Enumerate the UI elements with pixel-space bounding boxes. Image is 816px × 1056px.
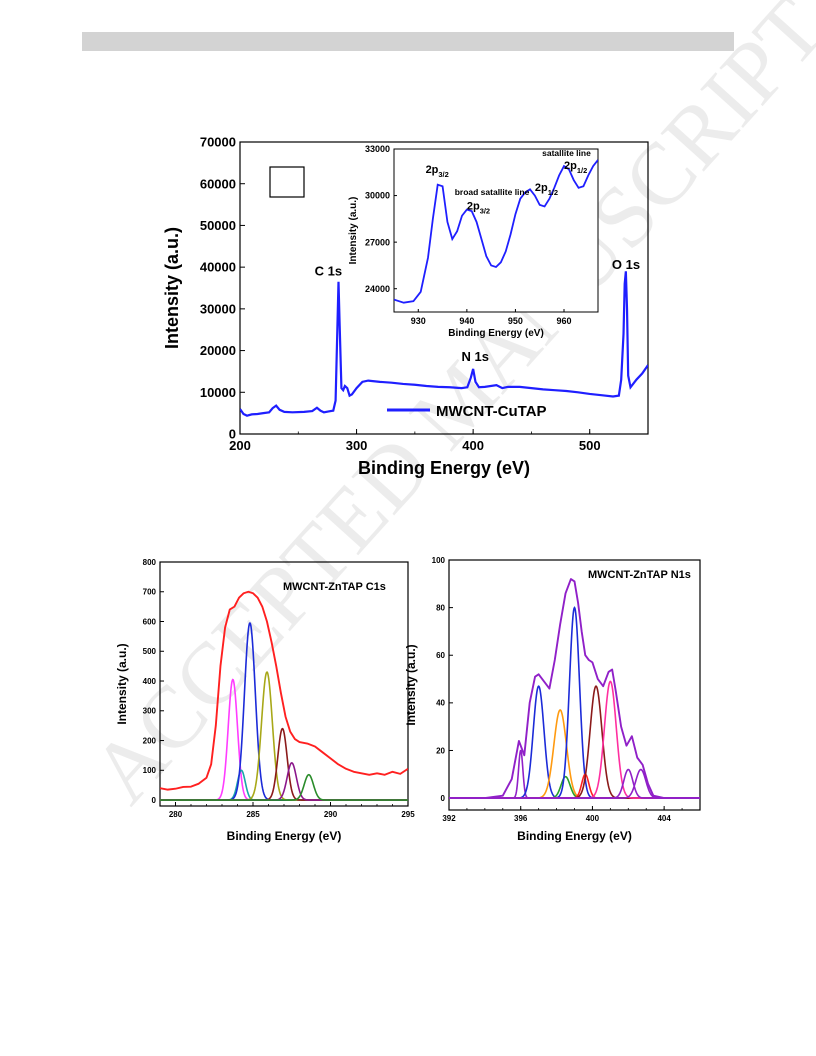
inset-x-tick-label: 930 — [411, 316, 426, 326]
c1s-envelope-line — [160, 590, 408, 791]
n1s-x-axis-label: Binding Energy (eV) — [517, 829, 632, 843]
survey-y-tick-label: 10000 — [200, 385, 236, 400]
n1s-x-tick-label: 392 — [442, 814, 456, 823]
survey-y-tick-label: 50000 — [200, 218, 236, 233]
inset-y-tick-label: 33000 — [365, 144, 390, 154]
inset-y-tick-label: 24000 — [365, 284, 390, 294]
n1s-fit-peak — [449, 709, 700, 799]
n1s-y-tick-label: 0 — [441, 794, 446, 803]
inset-peak-label: 2p1/2 — [564, 160, 587, 175]
n1s-fit-peak — [449, 685, 700, 799]
c1s-x-axis-label: Binding Energy (eV) — [227, 829, 342, 843]
survey-peak-label: N 1s — [461, 349, 488, 364]
inset-peak-label-subscript: 3/2 — [438, 170, 448, 179]
inset-peak-label-subscript: 1/2 — [548, 188, 558, 197]
survey-plot-frame — [239, 141, 649, 435]
n1s-chart-title: MWCNT-ZnTAP N1s — [588, 569, 691, 581]
c1s-y-tick-label: 400 — [143, 677, 157, 686]
survey-x-tick-label: 500 — [579, 438, 601, 453]
inset-peak-label: 2p3/2 — [426, 164, 449, 179]
survey-y-tick-label: 60000 — [200, 176, 236, 191]
inset-series-line — [394, 159, 598, 304]
n1s-x-tick-label: 396 — [514, 814, 528, 823]
survey-y-tick-label: 30000 — [200, 301, 236, 316]
n1s-y-tick-label: 20 — [436, 746, 445, 755]
survey-x-tick-label: 300 — [346, 438, 368, 453]
inset-plot-frame — [393, 148, 599, 313]
inset-y-tick-label: 30000 — [365, 191, 390, 201]
n1s-y-tick-label: 40 — [436, 699, 445, 708]
inset-peak-label: broad satallite line — [455, 187, 530, 197]
survey-x-tick-label: 200 — [229, 438, 251, 453]
page-header-bar — [82, 32, 734, 51]
c1s-y-tick-label: 0 — [152, 796, 157, 805]
survey-peak-label-main: O 1s — [612, 257, 640, 272]
panel-label-box — [269, 166, 305, 198]
inset-peak-label-subscript: 1/2 — [577, 166, 587, 175]
survey-y-tick-label: 20000 — [200, 343, 236, 358]
c1s-x-tick-label: 295 — [401, 810, 415, 819]
survey-peak-label: O 1s — [612, 257, 640, 272]
c1s-y-tick-label: 200 — [143, 736, 157, 745]
c1s-y-tick-label: 600 — [143, 617, 157, 626]
n1s-y-tick-label: 60 — [436, 651, 445, 660]
inset-y-tick-label: 27000 — [365, 237, 390, 247]
inset-peak-label-main: 2p — [564, 160, 577, 172]
n1s-fit-peak — [449, 606, 700, 799]
c1s-y-tick-label: 300 — [143, 707, 157, 716]
survey-y-tick-label: 0 — [229, 427, 236, 442]
n1s-x-tick-label: 404 — [657, 814, 671, 823]
inset-peak-label-main: 2p — [467, 201, 480, 213]
n1s-y-tick-label: 100 — [432, 556, 446, 565]
n1s-x-tick-label: 400 — [586, 814, 600, 823]
c1s-x-tick-label: 290 — [324, 810, 338, 819]
n1s-fit-peak — [449, 775, 700, 799]
inset-x-axis-label: Binding Energy (eV) — [448, 328, 544, 339]
inset-peak-label: satallite line — [542, 148, 591, 158]
c1s-fit-peak — [160, 773, 408, 801]
survey-peak-label-main: C 1s — [315, 263, 342, 278]
n1s-y-axis-label: Intensity (a.u.) — [404, 644, 418, 725]
c1s-chart-title: MWCNT-ZnTAP C1s — [283, 581, 386, 593]
survey-series-line — [240, 271, 648, 417]
survey-y-axis-label: Intensity (a.u.) — [162, 227, 182, 349]
c1s-y-tick-label: 800 — [143, 558, 157, 567]
c1s-y-axis-label: Intensity (a.u.) — [115, 643, 129, 724]
inset-peak-label: 2p3/2 — [467, 201, 490, 216]
survey-y-tick-label: 70000 — [200, 135, 236, 150]
survey-peak-label-main: N 1s — [461, 349, 488, 364]
inset-peak-label-main: 2p — [426, 164, 439, 176]
inset-peak-label: 2p1/2 — [535, 182, 558, 197]
inset-peak-label-main: 2p — [535, 182, 548, 194]
n1s-y-tick-label: 80 — [436, 603, 445, 612]
n1s-envelope-line — [449, 578, 700, 800]
c1s-x-tick-label: 285 — [246, 810, 260, 819]
inset-peak-label-subscript: 3/2 — [480, 206, 490, 215]
c1s-x-tick-label: 280 — [169, 810, 183, 819]
survey-legend-label: MWCNT-CuTAP — [436, 403, 547, 420]
n1s-plot-frame — [448, 559, 701, 811]
n1s-fit-peak — [449, 680, 700, 799]
survey-peak-label: C 1s — [315, 263, 342, 278]
survey-x-tick-label: 400 — [462, 438, 484, 453]
survey-y-tick-label: 40000 — [200, 260, 236, 275]
n1s-fit-peak — [449, 685, 700, 799]
inset-x-tick-label: 940 — [459, 316, 474, 326]
inset-x-tick-label: 950 — [508, 316, 523, 326]
c1s-y-tick-label: 100 — [143, 766, 157, 775]
inset-peak-label-main: satallite line — [542, 148, 591, 158]
inset-x-tick-label: 960 — [556, 316, 571, 326]
c1s-y-tick-label: 500 — [143, 647, 157, 656]
survey-x-axis-label: Binding Energy (eV) — [358, 458, 530, 478]
c1s-y-tick-label: 700 — [143, 588, 157, 597]
inset-peak-label-main: broad satallite line — [455, 187, 530, 197]
inset-y-axis-label: Intensity (a.u.) — [348, 197, 359, 265]
